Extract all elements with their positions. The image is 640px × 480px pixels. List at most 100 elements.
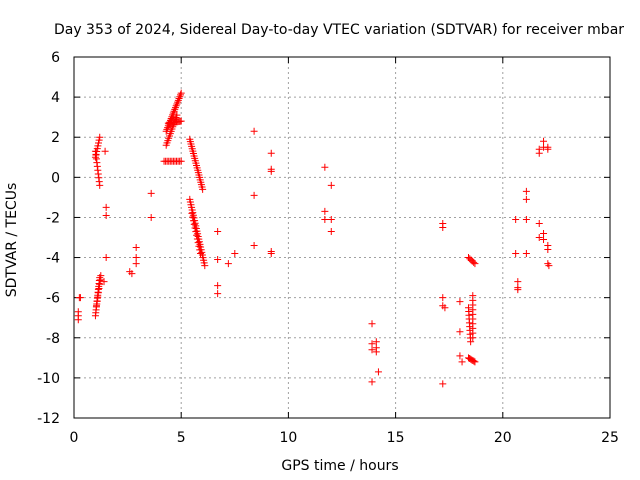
data-point (147, 213, 155, 221)
data-point (540, 229, 548, 237)
data-point (214, 256, 222, 264)
data-point (174, 96, 182, 104)
data-point (194, 239, 202, 247)
axes: 0 5 10 15 20 25 -12 -10 -8 -6 -4 -2 0 2 4 6 (37, 50, 619, 446)
data-point (439, 223, 447, 231)
data-point (196, 250, 204, 258)
data-point (522, 250, 530, 258)
data-point (169, 109, 177, 117)
data-point (93, 297, 101, 305)
data-point (188, 209, 196, 217)
data-point (470, 258, 478, 266)
x-tick-label: 20 (494, 430, 512, 446)
y-tick-label: -12 (37, 411, 60, 427)
grid (74, 57, 610, 418)
y-tick-label: -4 (46, 251, 60, 267)
data-point (514, 278, 522, 286)
data-point (100, 278, 108, 286)
data-point (250, 191, 258, 199)
data-point (96, 276, 104, 284)
data-point (231, 250, 239, 258)
y-tick-label: 6 (51, 50, 60, 66)
data-point (267, 149, 275, 157)
data-point (102, 203, 110, 211)
y-axis-label: SDTVAR / TECUs (4, 183, 20, 298)
data-point (327, 215, 335, 223)
data-point (267, 250, 275, 258)
data-point (368, 378, 376, 386)
data-point (439, 294, 447, 302)
data-point (535, 234, 543, 241)
x-tick-label: 5 (177, 430, 186, 446)
data-point (171, 105, 179, 113)
data-point (327, 181, 335, 189)
data-point (201, 262, 209, 270)
data-point (514, 286, 522, 294)
data-point (102, 254, 110, 262)
y-tick-label: -10 (37, 371, 60, 387)
data-point (191, 224, 199, 232)
x-tick-label: 25 (601, 430, 619, 446)
y-tick-label: -6 (46, 291, 60, 307)
data-point (173, 100, 181, 108)
data-point (97, 272, 105, 280)
plot-frame (73, 56, 611, 419)
data-point (132, 244, 140, 252)
data-point (170, 107, 178, 115)
y-tick-label: 4 (51, 90, 60, 106)
data-point (93, 302, 101, 310)
data-point (174, 98, 182, 106)
data-point (102, 211, 110, 219)
data-point (214, 227, 222, 235)
data-point (374, 368, 382, 376)
y-tick-label: 2 (51, 130, 60, 146)
data-point (214, 290, 222, 298)
x-tick-label: 15 (387, 430, 405, 446)
data-series (74, 89, 553, 388)
data-point (96, 181, 104, 189)
data-point (250, 127, 258, 135)
chart-title: Day 353 of 2024, Sidereal Day-to-day VTE… (54, 22, 624, 38)
y-tick-label: 0 (51, 170, 60, 186)
data-point (175, 95, 183, 103)
data-point (189, 213, 197, 221)
data-point (250, 242, 258, 250)
data-point (522, 187, 530, 195)
data-point (128, 270, 136, 278)
data-point (469, 334, 477, 342)
data-point (168, 113, 176, 121)
data-point (522, 215, 530, 223)
data-point (512, 215, 520, 223)
data-point (522, 195, 530, 203)
data-point (96, 133, 104, 141)
data-point (456, 352, 464, 360)
x-axis-label: GPS time / hours (281, 458, 398, 474)
data-point (535, 149, 543, 157)
data-point (372, 338, 380, 346)
data-point (467, 338, 475, 346)
data-point (176, 93, 184, 101)
data-point (471, 358, 479, 366)
data-point (96, 280, 104, 288)
data-point (535, 219, 543, 227)
data-point (132, 260, 140, 268)
data-point (544, 246, 552, 254)
data-point (214, 282, 222, 290)
data-point (76, 294, 84, 302)
data-point (368, 320, 376, 328)
data-point (164, 124, 172, 132)
data-point (193, 235, 201, 243)
data-point (458, 358, 466, 366)
data-point (321, 163, 329, 171)
data-point (167, 115, 175, 123)
data-point (224, 260, 232, 268)
x-tick-label: 0 (70, 430, 79, 446)
data-point (189, 217, 197, 225)
data-point (101, 147, 109, 155)
data-point (190, 220, 198, 228)
y-tick-label: -8 (46, 331, 60, 347)
data-point (95, 136, 103, 144)
data-point (94, 293, 102, 301)
data-point (74, 316, 82, 324)
